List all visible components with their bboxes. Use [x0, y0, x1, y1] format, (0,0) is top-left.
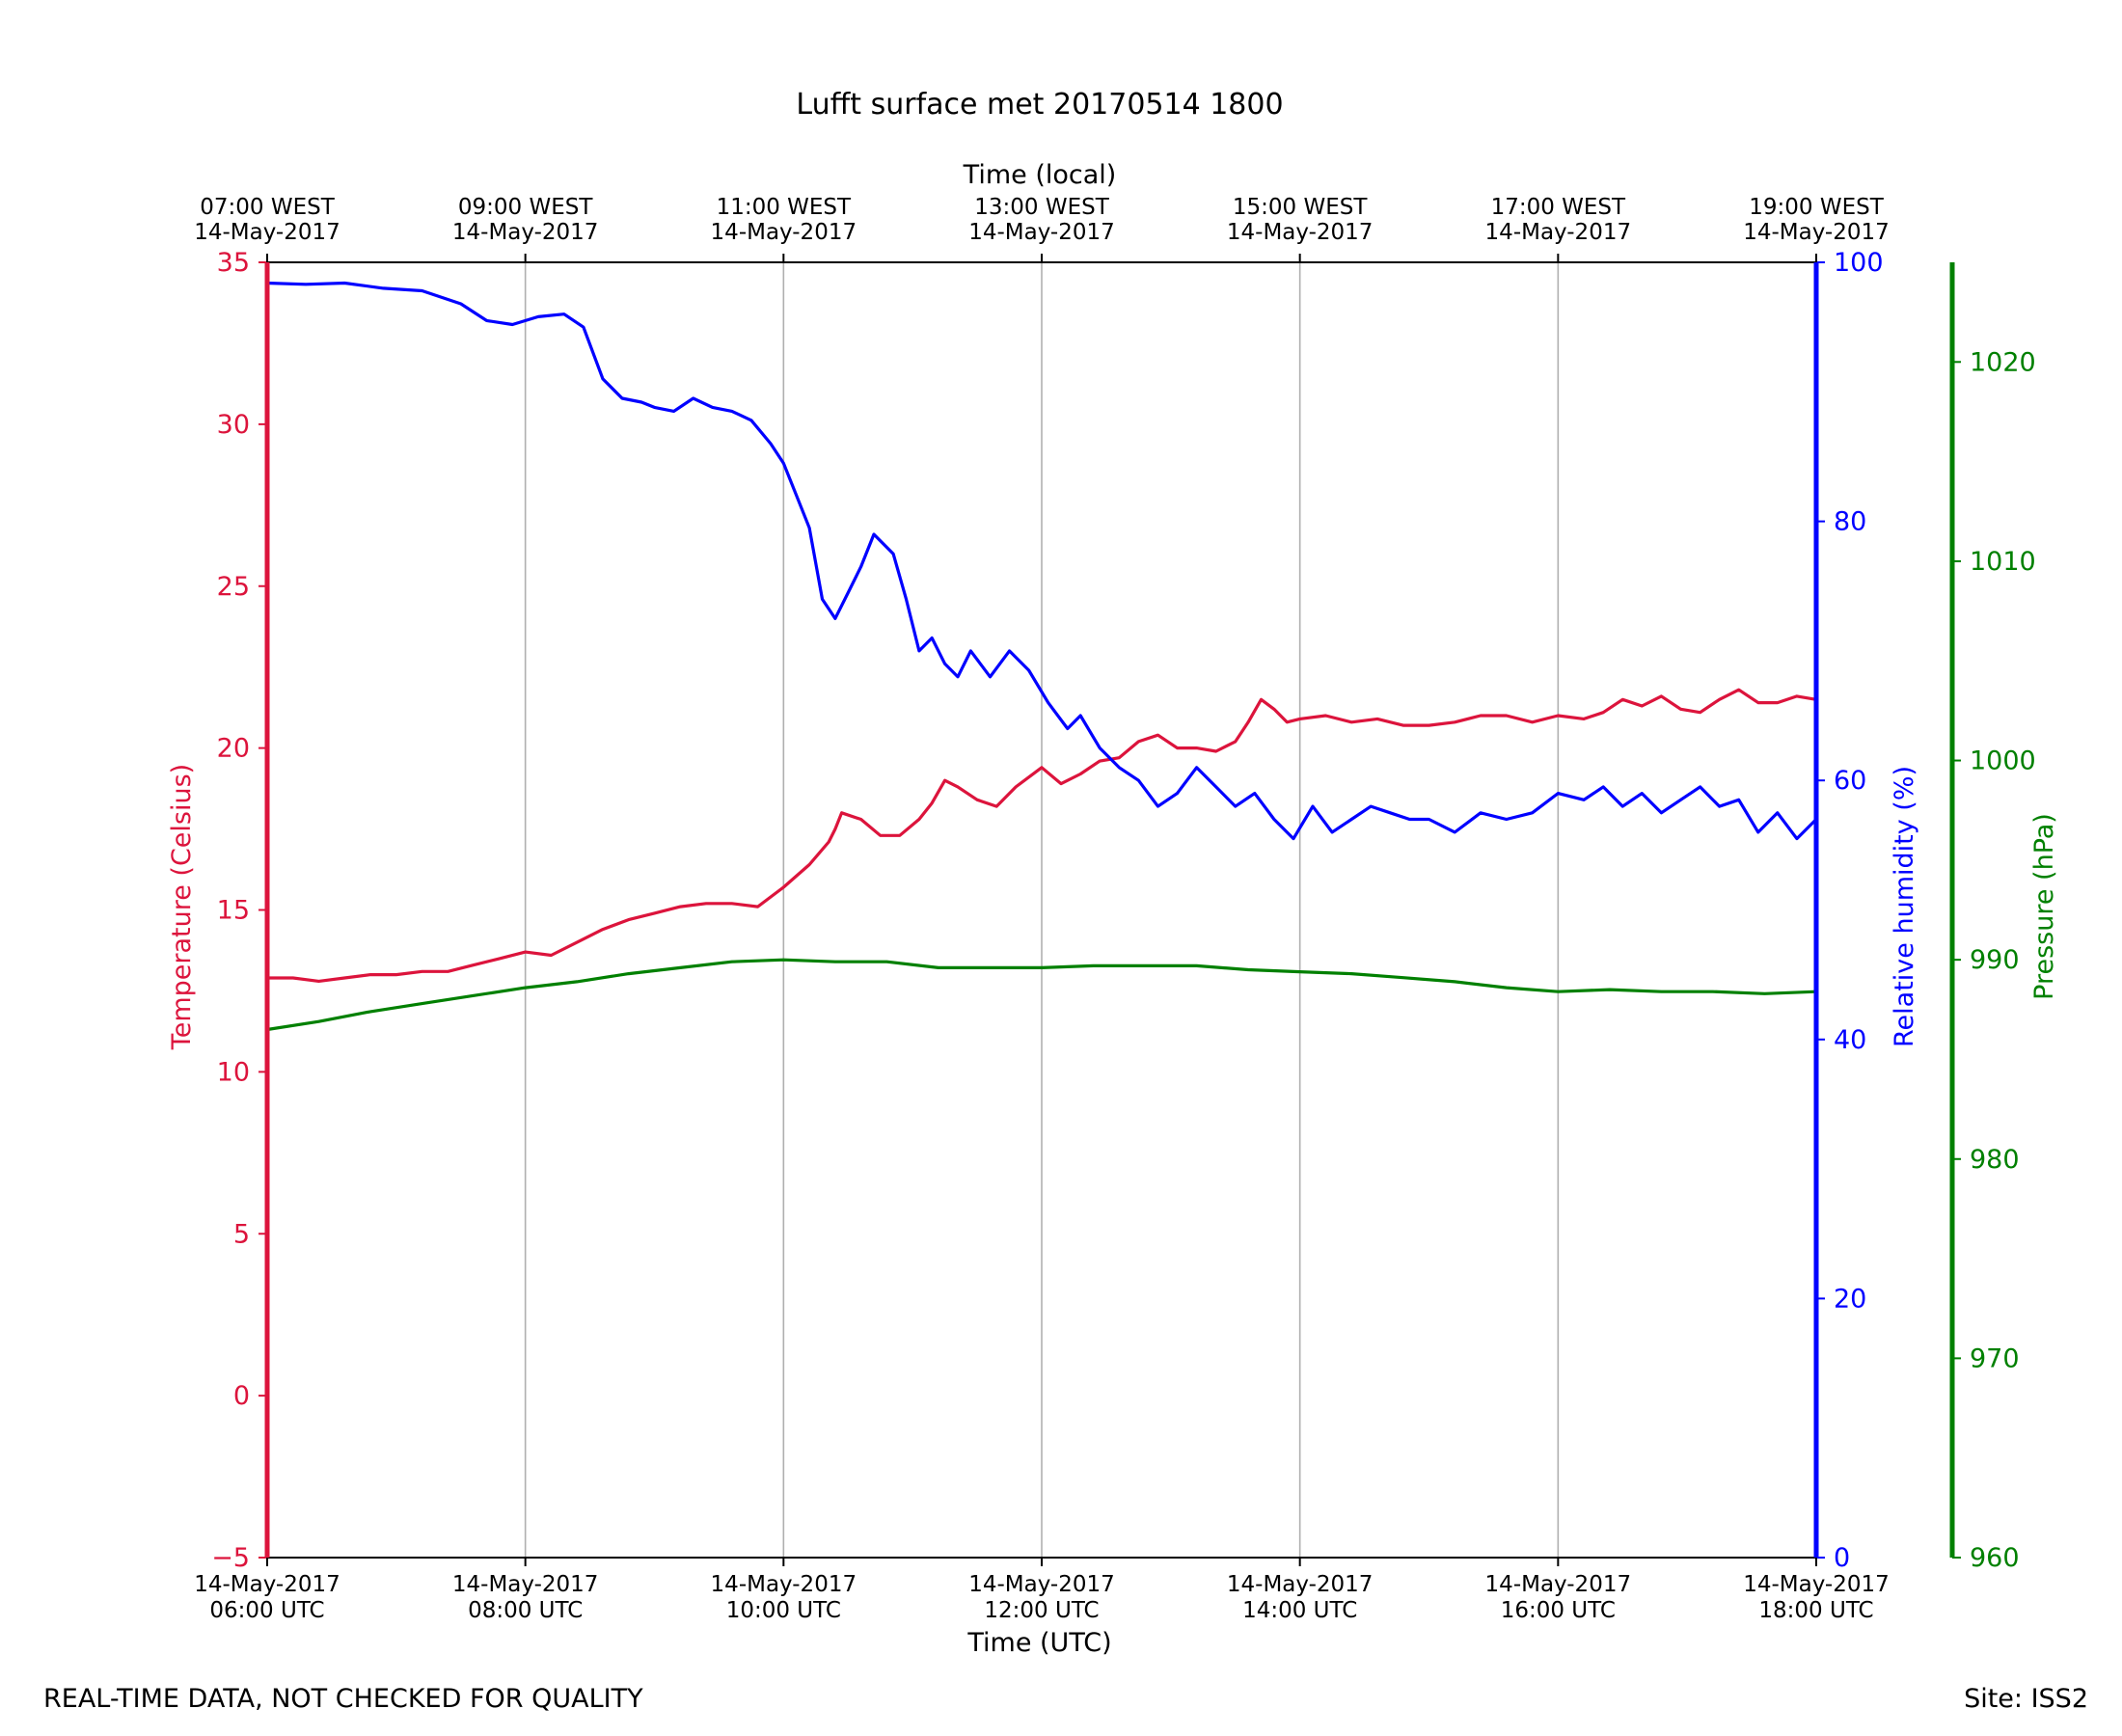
temperature-tick-label: 0 — [233, 1381, 250, 1411]
humidity-tick-label: 20 — [1834, 1284, 1866, 1314]
utc-tick-time: 12:00 UTC — [984, 1598, 1099, 1623]
pressure-axis-label: Pressure (hPa) — [2029, 813, 2059, 1000]
utc-tick-time: 10:00 UTC — [726, 1598, 841, 1623]
pressure-line — [266, 958, 1817, 1032]
local-tick-time: 07:00 WEST — [200, 195, 335, 220]
local-tick-time: 09:00 WEST — [458, 195, 593, 220]
temperature-line — [267, 688, 1817, 983]
grid-lines — [524, 262, 1560, 1558]
local-tick-date: 14-May-2017 — [1227, 220, 1374, 245]
chart-title: Lufft surface met 20170514 1800 — [796, 88, 1283, 122]
utc-tick-date: 14-May-2017 — [968, 1572, 1115, 1597]
local-tick-date: 14-May-2017 — [1743, 220, 1890, 245]
temperature-tick-label: 20 — [217, 734, 250, 764]
utc-tick-date: 14-May-2017 — [1743, 1572, 1890, 1597]
utc-tick-date: 14-May-2017 — [711, 1572, 857, 1597]
quality-disclaimer: REAL-TIME DATA, NOT CHECKED FOR QUALITY — [43, 1684, 643, 1714]
local-tick-time: 11:00 WEST — [717, 195, 852, 220]
pressure-tick-label: 1010 — [1970, 547, 2036, 577]
utc-tick-time: 16:00 UTC — [1501, 1598, 1616, 1623]
utc-tick-time: 14:00 UTC — [1242, 1598, 1357, 1623]
local-tick-date: 14-May-2017 — [452, 220, 599, 245]
local-tick-time: 19:00 WEST — [1749, 195, 1884, 220]
pressure-tick-label: 1020 — [1970, 347, 2036, 377]
relative-humidity-line — [266, 281, 1818, 841]
pressure-tick-label: 990 — [1970, 945, 2020, 975]
utc-tick-date: 14-May-2017 — [1227, 1572, 1374, 1597]
utc-tick-date: 14-May-2017 — [1485, 1572, 1632, 1597]
temperature-tick-label: 10 — [217, 1057, 250, 1087]
temperature-tick-label: 5 — [233, 1219, 250, 1249]
utc-tick-date: 14-May-2017 — [452, 1572, 599, 1597]
temperature-axis-label: Temperature (Celsius) — [167, 764, 197, 1050]
humidity-tick-label: 60 — [1834, 766, 1866, 796]
site-label: Site: ISS2 — [1964, 1684, 2088, 1714]
humidity-tick-label: 0 — [1834, 1543, 1850, 1573]
data-series — [266, 281, 1818, 1032]
temperature-tick-label: 30 — [217, 410, 250, 440]
local-tick-time: 15:00 WEST — [1233, 195, 1368, 220]
temperature-tick-label: 35 — [217, 248, 250, 278]
utc-tick-time: 06:00 UTC — [209, 1598, 324, 1623]
utc-tick-time: 08:00 UTC — [468, 1598, 583, 1623]
temperature-tick-label: 15 — [217, 896, 250, 926]
local-tick-date: 14-May-2017 — [711, 220, 857, 245]
top-axis-label: Time (local) — [963, 160, 1117, 190]
local-tick-date: 14-May-2017 — [194, 220, 340, 245]
pressure-tick-label: 1000 — [1970, 746, 2036, 776]
temperature-tick-label: 25 — [217, 572, 250, 602]
humidity-axis-label: Relative humidity (%) — [1890, 766, 1919, 1047]
humidity-tick-label: 40 — [1834, 1025, 1866, 1055]
humidity-tick-label: 100 — [1834, 248, 1884, 278]
bottom-axis-label: Time (UTC) — [966, 1628, 1111, 1658]
pressure-tick-label: 960 — [1970, 1543, 2020, 1573]
local-tick-time: 17:00 WEST — [1491, 195, 1626, 220]
utc-tick-date: 14-May-2017 — [194, 1572, 340, 1597]
pressure-tick-label: 980 — [1970, 1145, 2020, 1175]
local-tick-date: 14-May-2017 — [1485, 220, 1632, 245]
local-tick-time: 13:00 WEST — [974, 195, 1109, 220]
humidity-tick-label: 80 — [1834, 507, 1866, 537]
local-tick-date: 14-May-2017 — [968, 220, 1115, 245]
temperature-tick-label: −5 — [211, 1543, 250, 1573]
utc-tick-time: 18:00 UTC — [1758, 1598, 1873, 1623]
axes: −5 0 5 10 15 20 25 30 35 0 20 40 60 80 100 960 970 980 990… — [194, 195, 2035, 1623]
pressure-tick-label: 970 — [1970, 1343, 2020, 1373]
